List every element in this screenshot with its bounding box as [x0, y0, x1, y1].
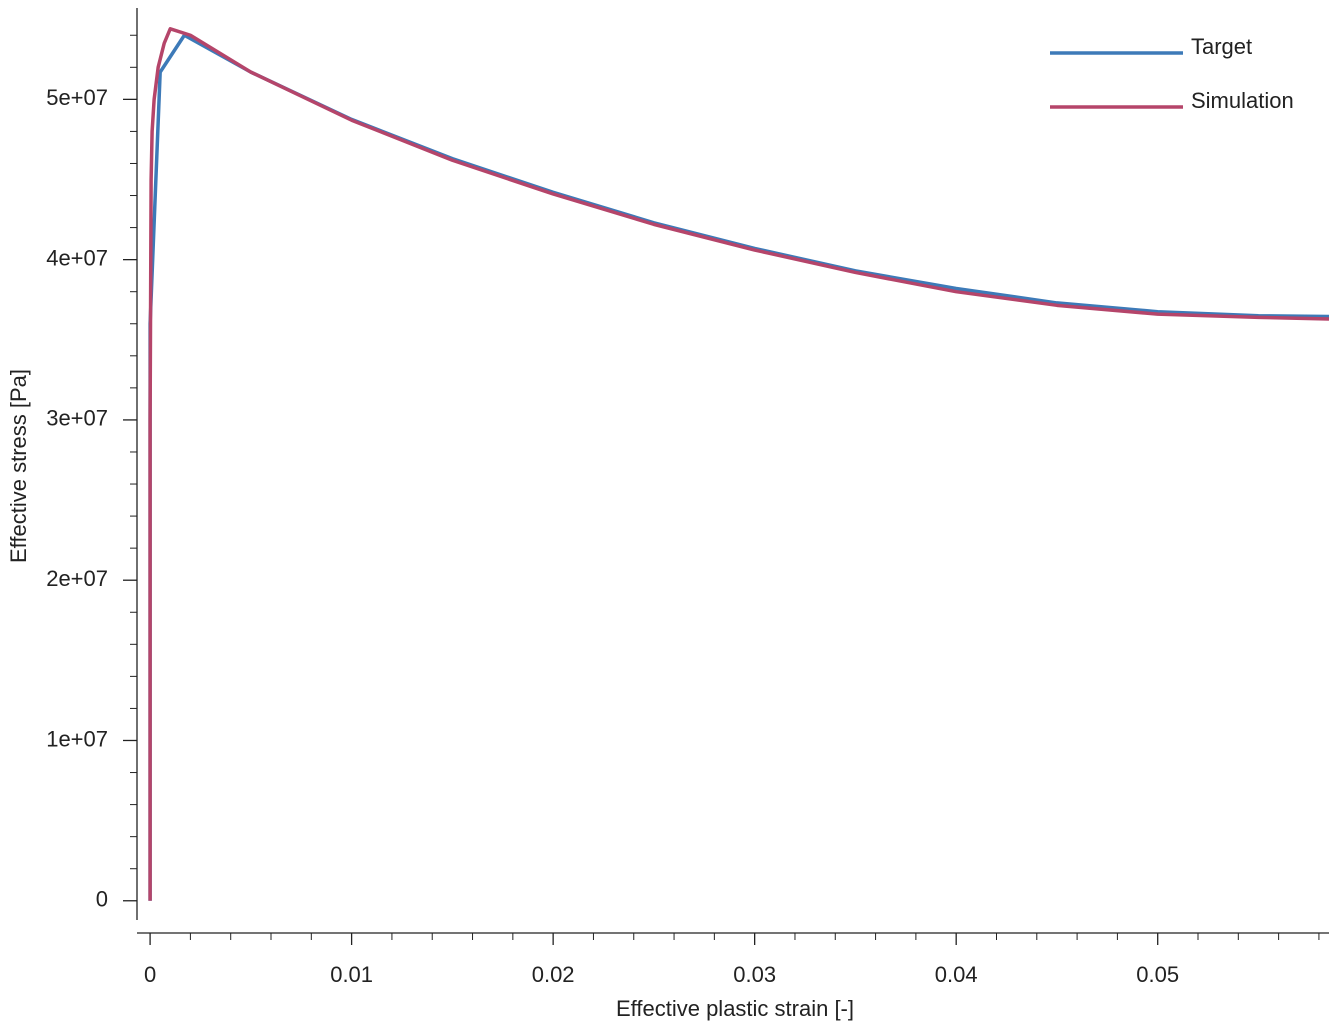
y-tick-label: 0: [96, 887, 108, 912]
x-tick-label: 0.05: [1136, 962, 1179, 987]
y-tick-label: 3e+07: [46, 406, 108, 431]
y-tick-label: 2e+07: [46, 566, 108, 591]
x-axis-label: Effective plastic strain [-]: [616, 996, 854, 1021]
series-line: [148, 33, 1330, 901]
y-axis-label: Effective stress [Pa]: [6, 369, 31, 563]
x-tick-label: 0.03: [733, 962, 776, 987]
y-tick-label: 4e+07: [46, 245, 108, 270]
x-tick-label: 0.02: [532, 962, 575, 987]
legend-label: Target: [1191, 34, 1252, 59]
x-tick-label: 0: [144, 962, 156, 987]
y-tick-label: 5e+07: [46, 85, 108, 110]
x-tick-label: 0.01: [330, 962, 373, 987]
legend-label: Simulation: [1191, 88, 1294, 113]
y-tick-label: 1e+07: [46, 726, 108, 751]
x-tick-label: 0.04: [935, 962, 978, 987]
series-line: [148, 27, 1330, 901]
